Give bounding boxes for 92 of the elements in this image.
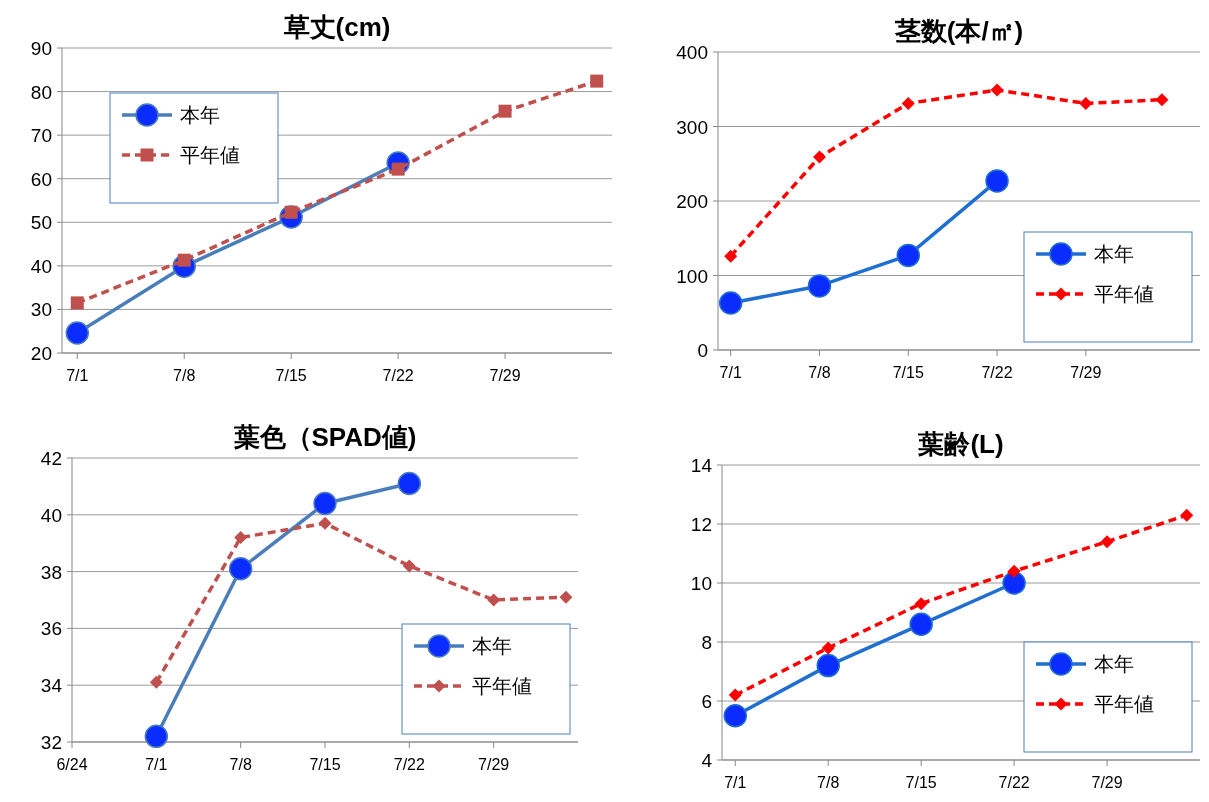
- chart-title: 草丈(cm): [282, 12, 391, 42]
- point: [1100, 535, 1114, 549]
- legend-label: 本年: [1094, 653, 1134, 675]
- x-tick-label: 7/29: [1091, 774, 1123, 791]
- point: [228, 557, 253, 581]
- y-tick-label: 38: [40, 561, 62, 583]
- y-tick-label: 12: [690, 514, 712, 535]
- y-tick-label: 60: [30, 168, 52, 190]
- point: [990, 83, 1004, 97]
- x-tick-label: 6/24: [56, 756, 88, 773]
- y-tick-label: 10: [690, 573, 712, 594]
- point: [1079, 96, 1093, 110]
- y-tick-label: 50: [30, 212, 52, 234]
- chart-title: 茎数(本/㎡): [893, 16, 1024, 46]
- point: [896, 243, 921, 268]
- legend-label: 本年: [180, 104, 220, 126]
- point: [821, 641, 835, 655]
- point: [590, 74, 604, 88]
- point: [909, 612, 933, 637]
- x-tick-label: 7/8: [817, 774, 840, 791]
- chart-title: 葉齢(L): [917, 429, 1004, 459]
- legend-label: 平年値: [1094, 693, 1154, 715]
- x-tick-label: 7/22: [393, 756, 426, 773]
- y-tick-label: 4: [701, 750, 713, 771]
- x-tick-label: 7/22: [382, 367, 414, 384]
- y-tick-label: 200: [676, 191, 708, 212]
- point: [718, 291, 743, 315]
- x-tick-label: 7/1: [724, 774, 747, 791]
- point: [149, 675, 163, 689]
- point: [234, 531, 248, 545]
- x-tick-label: 7/29: [478, 756, 510, 773]
- point: [318, 516, 332, 530]
- point: [65, 321, 90, 345]
- point: [402, 559, 416, 573]
- point: [985, 169, 1009, 193]
- legend-label: 本年: [1094, 243, 1134, 265]
- legend-label: 平年値: [1094, 283, 1154, 305]
- point: [807, 274, 832, 298]
- point: [498, 104, 512, 118]
- point: [914, 597, 928, 611]
- point: [397, 471, 422, 496]
- y-tick-label: 400: [676, 42, 708, 63]
- y-tick-label: 30: [30, 299, 52, 321]
- x-tick-label: 7/29: [1070, 364, 1102, 381]
- y-tick-label: 34: [40, 675, 63, 697]
- x-tick-label: 7/15: [905, 774, 937, 791]
- y-tick-label: 20: [30, 343, 52, 364]
- chart-title: 葉色（SPAD値): [232, 422, 417, 452]
- legend-label: 平年値: [180, 144, 240, 166]
- point: [313, 491, 337, 516]
- point: [487, 593, 501, 607]
- y-tick-label: 36: [40, 618, 62, 640]
- x-tick-label: 7/22: [981, 364, 1013, 381]
- y-tick-label: 300: [676, 116, 708, 138]
- x-tick-label: 7/1: [719, 364, 742, 381]
- y-tick-label: 6: [701, 691, 712, 712]
- point: [816, 653, 840, 678]
- x-tick-label: 7/1: [66, 367, 89, 384]
- point: [724, 249, 738, 263]
- y-tick-label: 80: [30, 81, 52, 103]
- y-tick-label: 14: [690, 455, 713, 476]
- x-tick-label: 7/22: [998, 774, 1030, 791]
- legend-label: 平年値: [472, 675, 532, 697]
- point: [1180, 508, 1194, 522]
- point: [812, 150, 826, 164]
- y-tick-label: 40: [40, 504, 62, 526]
- y-tick-label: 100: [676, 265, 708, 287]
- legend-label: 本年: [472, 635, 512, 657]
- x-tick-label: 7/15: [309, 756, 341, 773]
- y-tick-label: 70: [30, 125, 52, 147]
- point: [144, 724, 169, 749]
- x-tick-label: 7/8: [808, 364, 831, 381]
- x-tick-label: 7/1: [145, 756, 168, 773]
- point: [1007, 564, 1021, 578]
- y-tick-label: 8: [701, 632, 712, 653]
- x-tick-label: 7/15: [892, 364, 924, 381]
- y-tick-label: 32: [40, 732, 62, 753]
- y-tick-label: 0: [697, 340, 708, 361]
- point: [901, 96, 915, 110]
- x-tick-label: 7/8: [229, 756, 252, 773]
- point: [1002, 571, 1026, 595]
- x-tick-label: 7/8: [173, 367, 196, 384]
- x-tick-label: 7/29: [489, 367, 521, 384]
- y-tick-label: 90: [30, 38, 52, 59]
- y-tick-label: 40: [30, 255, 52, 277]
- point: [1155, 93, 1169, 107]
- point: [723, 704, 748, 728]
- y-tick-label: 42: [40, 448, 62, 469]
- point: [70, 296, 84, 310]
- point: [559, 590, 573, 604]
- x-tick-label: 7/15: [275, 367, 307, 384]
- point: [728, 688, 742, 702]
